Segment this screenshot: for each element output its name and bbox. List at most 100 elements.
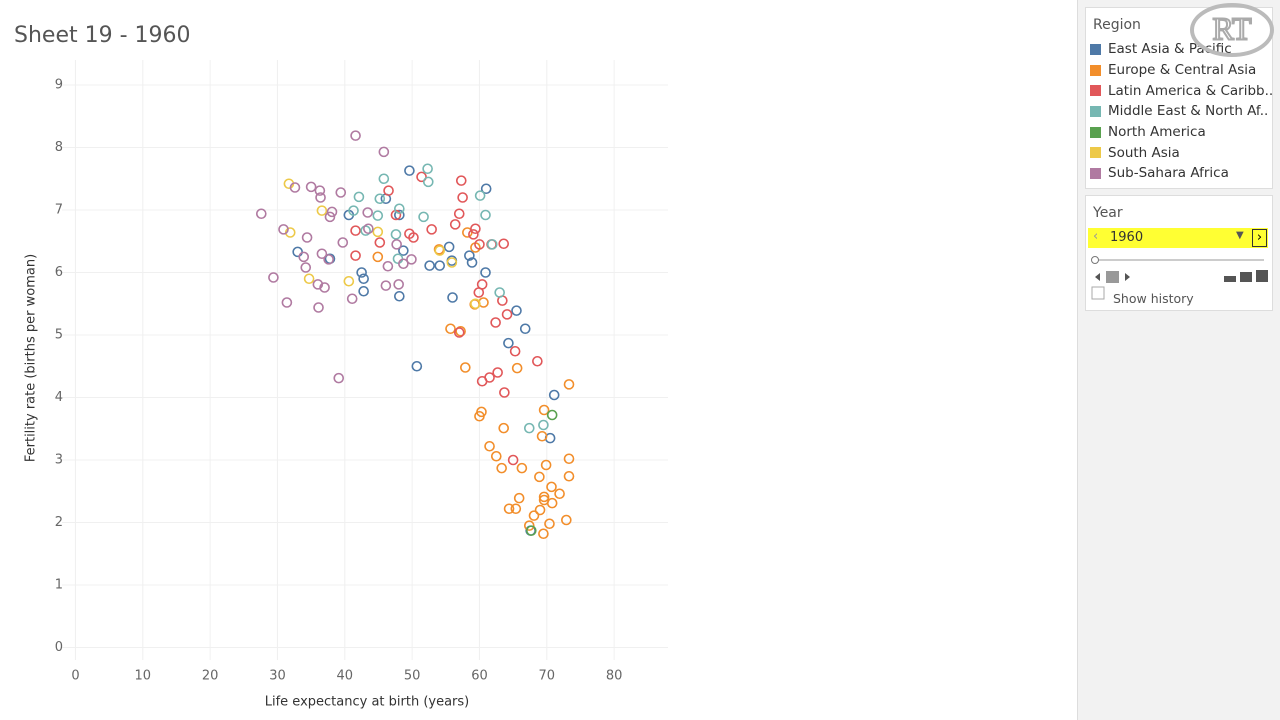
scatter-point (424, 260, 435, 271)
scatter-point (510, 503, 522, 515)
scatter-point (561, 514, 572, 526)
chart: Sheet 19 - 1960 Life expectancy at birth… (14, 23, 668, 710)
scatter-point (350, 130, 361, 141)
legend-item[interactable]: Sub-Sahara Africa (1086, 163, 1272, 184)
scatter-point (498, 238, 510, 250)
scatter-point (363, 223, 374, 235)
scatter-point (511, 362, 523, 374)
legend-swatch (1090, 167, 1101, 179)
legend-swatch (1090, 64, 1101, 76)
scatter-point (507, 454, 519, 466)
scatter-point (563, 470, 575, 482)
legend-swatch (1090, 147, 1101, 159)
scatter-point (466, 257, 478, 268)
scatter-point (490, 317, 501, 328)
scatter-point (394, 203, 405, 215)
scatter-point (374, 193, 386, 205)
scatter-point (390, 209, 402, 221)
scatter-point (540, 459, 552, 471)
legend-swatch (1090, 126, 1101, 138)
scatter-point (457, 192, 468, 203)
scatter-point (300, 262, 312, 273)
legend-label: Europe & Central Asia (1108, 62, 1257, 79)
step-forward[interactable] (1125, 273, 1130, 281)
scatter-point (422, 176, 434, 188)
scatter-point (464, 250, 475, 261)
scatter-point (382, 260, 394, 272)
legend-item[interactable]: Europe & Central Asia (1086, 60, 1272, 81)
dropdown-arrow[interactable]: ▼ (1236, 230, 1244, 241)
scatter-point (532, 355, 543, 367)
scatter-point (374, 237, 386, 248)
scatter-point (480, 209, 491, 221)
y-tick-label: 8 (55, 140, 63, 155)
scatter-point (378, 146, 390, 158)
history-checkbox[interactable] (1091, 286, 1105, 300)
legend: Region East Asia & Pacific Europe & Centr… (1085, 7, 1273, 189)
scatter-point (350, 250, 361, 261)
logo-ring (1190, 3, 1274, 57)
legend-title: Region (1093, 17, 1141, 33)
speed-2[interactable] (1240, 272, 1252, 282)
scatter-point (418, 211, 429, 223)
speed-1[interactable] (1224, 276, 1236, 282)
y-tick-label: 5 (55, 328, 63, 343)
scatter-point (538, 404, 550, 416)
slider-thumb[interactable] (1091, 256, 1099, 264)
scatter-point (563, 379, 575, 390)
scatter-point (326, 206, 338, 218)
scatter-point (278, 224, 289, 235)
scatter-point (284, 227, 296, 238)
scatter-point (445, 323, 456, 335)
scatter-point (378, 173, 390, 185)
y-axis-label: Fertility rate (births per woman) (24, 254, 39, 462)
scatter-point (494, 287, 505, 298)
scatter-point (372, 210, 384, 221)
legend-label: Latin America & Caribb.. (1108, 82, 1274, 99)
scatter-point (449, 219, 461, 230)
marks (256, 130, 575, 540)
stop[interactable] (1106, 271, 1119, 283)
scatter-point (455, 175, 467, 186)
legend-item[interactable]: Latin America & Caribb.. (1086, 80, 1274, 101)
scatter-point (434, 245, 446, 256)
scatter-point (346, 293, 358, 305)
scatter-point (372, 251, 384, 263)
legend-label: South Asia (1108, 144, 1180, 161)
scatter-point (511, 305, 522, 316)
prev-button[interactable]: ‹ (1093, 229, 1099, 244)
logo-text: RT (1213, 10, 1252, 46)
legend-label: North America (1108, 124, 1206, 141)
scatter-point (476, 375, 488, 387)
scatter-point (474, 239, 485, 250)
scatter-point (324, 211, 336, 223)
next-button[interactable]: › (1252, 229, 1267, 247)
scatter-point (319, 282, 330, 293)
scatter-point (406, 254, 417, 265)
controls (1091, 256, 1268, 300)
legend-item[interactable]: Middle East & North Af.. (1086, 101, 1272, 122)
x-tick-label: 30 (269, 669, 286, 684)
scatter-point (316, 205, 328, 216)
show-history[interactable]: Show history (1113, 291, 1194, 306)
scatter-point (536, 430, 548, 442)
scatter-point (362, 207, 373, 218)
scatter-point (503, 337, 514, 349)
x-tick-label: 70 (539, 669, 556, 684)
scatter-point (315, 192, 326, 203)
scatter-point (305, 181, 317, 193)
scatter-point (498, 422, 510, 434)
year-select[interactable]: ‹ 1960 ▼ › (1088, 228, 1268, 248)
speed-3[interactable] (1256, 270, 1268, 282)
scatter-point (447, 292, 458, 303)
step-back[interactable] (1095, 273, 1100, 281)
scatter-point (333, 372, 345, 384)
y-tick-label: 4 (55, 390, 63, 405)
scatter-point (523, 422, 535, 434)
y-tick-label: 7 (55, 203, 63, 218)
scatter-point (390, 229, 402, 240)
legend-item[interactable]: South Asia (1086, 142, 1272, 163)
scatter-point (516, 462, 528, 474)
legend-item[interactable]: North America (1086, 122, 1272, 143)
legend-items: East Asia & Pacific Europe & Central Asia… (1086, 39, 1274, 184)
